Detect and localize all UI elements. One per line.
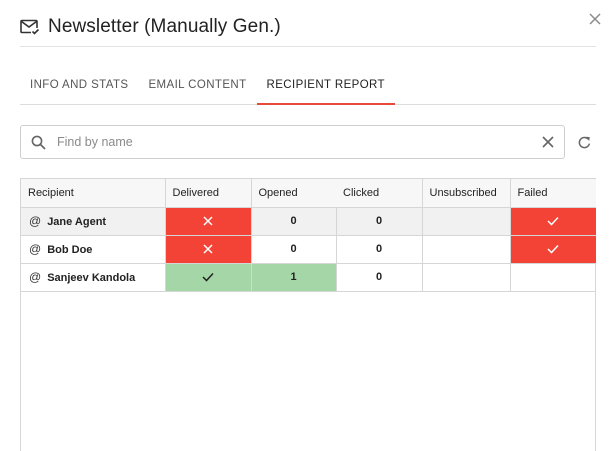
table-header-row: Recipient Delivered Opened Clicked Unsub…: [21, 179, 596, 208]
opened-cell: 1: [251, 263, 337, 292]
tab-bar: INFO AND STATS EMAIL CONTENT RECIPIENT R…: [20, 68, 596, 105]
unsubscribed-cell: [422, 263, 511, 292]
failed-cell: [510, 235, 596, 264]
table-row[interactable]: @ Sanjeev Kandola 1 0: [21, 263, 596, 292]
tab-info-and-stats[interactable]: INFO AND STATS: [30, 79, 129, 91]
at-sign-icon: @: [29, 242, 42, 256]
x-icon: [203, 244, 213, 254]
recipient-cell: @ Jane Agent: [21, 207, 166, 236]
recipient-cell: @ Bob Doe: [21, 235, 166, 264]
mail-check-icon: [20, 17, 40, 37]
column-header-delivered[interactable]: Delivered: [165, 179, 252, 208]
delivered-cell: [165, 235, 252, 264]
x-icon: [203, 216, 213, 226]
search-input[interactable]: [57, 135, 517, 149]
recipient-name: Jane Agent: [47, 216, 107, 228]
column-header-clicked[interactable]: Clicked: [336, 179, 423, 208]
unsubscribed-cell: [422, 235, 511, 264]
check-icon: [547, 216, 559, 226]
close-icon: [589, 13, 601, 25]
refresh-button[interactable]: [575, 133, 593, 151]
failed-cell: [510, 263, 596, 292]
recipient-cell: @ Sanjeev Kandola: [21, 263, 166, 292]
opened-cell: 0: [251, 207, 337, 236]
search-icon: [31, 134, 47, 150]
column-header-recipient[interactable]: Recipient: [21, 179, 166, 208]
recipient-report-table: Recipient Delivered Opened Clicked Unsub…: [20, 178, 596, 451]
clear-icon: [542, 136, 554, 148]
recipient-name: Bob Doe: [47, 244, 93, 256]
at-sign-icon: @: [29, 270, 42, 284]
check-icon: [202, 272, 214, 282]
tab-recipient-report[interactable]: RECIPIENT REPORT: [256, 68, 396, 105]
column-header-opened[interactable]: Opened: [251, 179, 336, 208]
at-sign-icon: @: [29, 214, 42, 228]
check-icon: [547, 244, 559, 254]
search-box: [20, 125, 565, 159]
clicked-cell: 0: [336, 263, 423, 292]
tab-email-content[interactable]: EMAIL CONTENT: [148, 79, 247, 91]
clicked-cell: 0: [336, 207, 423, 236]
column-header-unsubscribed[interactable]: Unsubscribed: [422, 179, 511, 208]
header-divider: [20, 46, 596, 47]
refresh-icon: [578, 136, 590, 148]
clear-search-button[interactable]: [540, 134, 556, 150]
dialog-header: Newsletter (Manually Gen.): [20, 14, 281, 40]
column-header-failed[interactable]: Failed: [510, 179, 596, 208]
clicked-cell: 0: [336, 235, 423, 264]
unsubscribed-cell: [422, 207, 511, 236]
recipient-name: Sanjeev Kandola: [47, 272, 136, 284]
failed-cell: [510, 207, 596, 236]
opened-cell: 0: [251, 235, 337, 264]
delivered-cell: [165, 263, 252, 292]
table-row[interactable]: @ Bob Doe 0 0: [21, 235, 596, 264]
delivered-cell: [165, 207, 252, 236]
close-button[interactable]: [584, 8, 606, 30]
dialog-title: Newsletter (Manually Gen.): [48, 16, 281, 37]
table-row[interactable]: @ Jane Agent 0 0: [21, 207, 596, 236]
